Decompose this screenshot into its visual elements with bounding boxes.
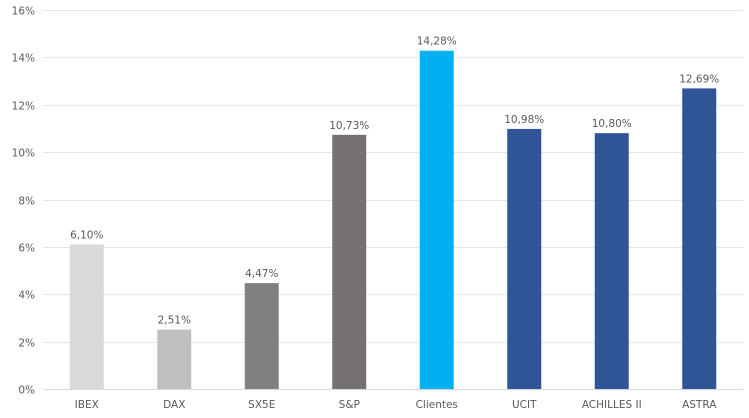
bar-astra — [682, 88, 717, 389]
bar-clientes — [419, 50, 454, 390]
x-tick-label: ACHILLES II — [582, 399, 642, 411]
x-tick-label: S&P — [339, 399, 360, 411]
data-label: 12,69% — [679, 73, 719, 85]
data-label: 10,80% — [592, 118, 632, 130]
data-label: 4,47% — [245, 268, 278, 280]
y-tick-label: 12% — [12, 101, 35, 113]
x-axis-ticks: IBEX DAX SX5E S&P Clientes UCIT ACHILLES II AST… — [75, 399, 718, 411]
x-tick-label: IBEX — [75, 399, 99, 411]
y-tick-label: 0% — [18, 385, 35, 397]
x-tick-label: SX5E — [248, 399, 275, 411]
data-label: 10,73% — [329, 120, 369, 132]
y-axis-ticks: 0% 2% 4% 6% 8% 10% 12% 14% 16% — [12, 6, 35, 397]
x-tick-label: ASTRA — [682, 399, 717, 411]
y-tick-label: 2% — [18, 338, 35, 350]
y-tick-label: 6% — [18, 243, 35, 255]
data-labels: 6,10% 2,51% 4,47% 10,73% 14,28% 10,98% 10,80% 1… — [70, 36, 719, 327]
bars — [69, 50, 717, 390]
bar-sx5e — [244, 283, 279, 389]
y-tick-label: 4% — [18, 290, 35, 302]
data-label: 6,10% — [70, 230, 103, 242]
data-label: 2,51% — [158, 315, 191, 327]
bar-achilles-ii — [594, 133, 629, 389]
bar-s-p — [332, 134, 367, 389]
y-tick-label: 10% — [12, 148, 35, 160]
y-tick-label: 16% — [12, 6, 35, 18]
y-tick-label: 8% — [18, 196, 35, 208]
x-tick-label: UCIT — [512, 399, 537, 411]
bar-dax — [157, 329, 192, 389]
bar-ibex — [69, 244, 104, 389]
bar-ucit — [507, 128, 542, 389]
y-tick-label: 14% — [12, 53, 35, 65]
x-tick-label: Clientes — [416, 399, 458, 411]
data-label: 14,28% — [417, 36, 457, 48]
x-tick-label: DAX — [163, 399, 185, 411]
data-label: 10,98% — [504, 114, 544, 126]
grid — [43, 10, 743, 390]
